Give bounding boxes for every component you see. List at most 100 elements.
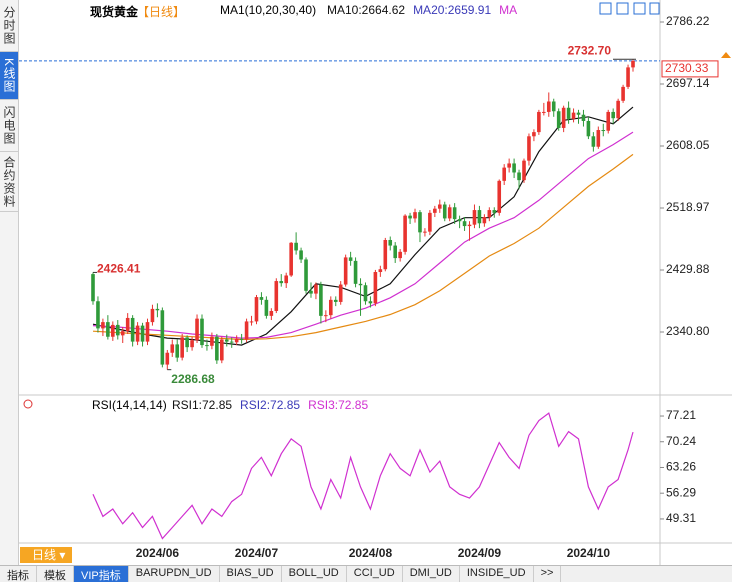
candle-body <box>423 231 427 233</box>
candle-body <box>378 269 383 273</box>
candle-body <box>512 163 516 173</box>
candle-body <box>368 301 373 304</box>
candle-body <box>115 324 120 336</box>
price-arrow <box>721 52 731 58</box>
candle-body <box>249 321 254 323</box>
period-button[interactable]: 日线 ▾ <box>20 547 72 563</box>
candle-body <box>215 336 219 361</box>
candle-body <box>106 322 110 337</box>
candle-body <box>437 204 442 209</box>
candle-body <box>551 101 556 112</box>
bottom-tab[interactable]: CCI_UD <box>347 566 403 582</box>
candle-body <box>601 130 606 132</box>
candle-body <box>408 215 412 219</box>
x-tick-label: 2024/06 <box>136 546 180 560</box>
bottom-tab[interactable]: BOLL_UD <box>282 566 347 582</box>
candle-body <box>482 217 487 224</box>
candle-body <box>447 207 452 219</box>
candle-body <box>165 352 170 365</box>
candle-body <box>175 344 180 358</box>
side-tab[interactable]: 合约资料 <box>0 152 18 212</box>
toolbar-icons[interactable] <box>599 2 660 15</box>
side-tab[interactable]: K线图 <box>0 52 18 100</box>
candle-body <box>101 322 105 329</box>
candle-body <box>428 212 432 232</box>
side-tab[interactable]: 分时图 <box>0 0 18 52</box>
candle-body <box>388 239 393 246</box>
candle-body <box>591 136 596 147</box>
candle-body <box>220 339 224 361</box>
x-tick-label: 2024/09 <box>458 546 502 560</box>
candle-body <box>487 210 492 218</box>
candle-body <box>631 60 635 68</box>
candle-body <box>586 120 591 137</box>
candle-body <box>284 275 289 284</box>
candle-body <box>462 221 467 227</box>
candle-body <box>279 281 284 284</box>
candle-body <box>180 337 184 358</box>
candle-body <box>497 180 502 213</box>
y-tick-label: 2608.05 <box>666 138 710 152</box>
candle-body <box>358 283 363 286</box>
candle-body <box>373 272 378 304</box>
bottom-tab[interactable]: VIP指标 <box>74 566 129 582</box>
candle-body <box>229 341 234 343</box>
bottom-tab[interactable]: DMI_UD <box>403 566 460 582</box>
period: 【日线】 <box>137 5 186 19</box>
last-price-label: 2730.33 <box>665 61 709 75</box>
candle-body <box>294 242 298 251</box>
settings-icon[interactable] <box>23 399 33 409</box>
candle-body <box>477 210 482 224</box>
bottom-tab[interactable]: BARUPDN_UD <box>129 566 220 582</box>
candle-body <box>210 336 214 346</box>
candle-body <box>343 257 348 285</box>
bottom-tab[interactable]: BIAS_UD <box>220 566 282 582</box>
candle-body <box>537 111 541 133</box>
indicator-line <box>92 131 634 339</box>
side-tab[interactable]: 闪电图 <box>0 100 18 152</box>
candle-body <box>200 318 204 346</box>
candle-body <box>398 251 402 259</box>
candle-body <box>299 250 303 260</box>
candle-body <box>185 337 189 348</box>
annotation: 2426.41 <box>97 262 141 276</box>
indicator-value: MA20:2659.91 <box>413 3 492 17</box>
candle-body <box>561 107 566 128</box>
candle-body <box>234 338 239 343</box>
annotation: 2286.68 <box>171 372 215 386</box>
y-tick-label: 2518.97 <box>666 200 710 214</box>
x-tick-label: 2024/07 <box>235 546 279 560</box>
candle-body <box>566 107 571 119</box>
candle-body <box>413 212 417 219</box>
candle-body <box>502 167 506 181</box>
candle-body <box>626 67 630 87</box>
candle-body <box>145 322 150 342</box>
indicator-value: MA <box>499 3 518 17</box>
bottom-tab[interactable]: >> <box>534 566 562 582</box>
candle-body <box>111 324 115 337</box>
candle-body <box>527 136 531 161</box>
candle-body <box>195 318 199 341</box>
y-tick-label: 77.21 <box>666 408 696 422</box>
candle-body <box>353 260 358 284</box>
bottom-tab[interactable]: INSIDE_UD <box>460 566 534 582</box>
candle-body <box>606 111 611 131</box>
candle-body <box>467 224 472 227</box>
indicator-value: RSI3:72.85 <box>308 398 369 412</box>
period-text: 日线 <box>32 548 57 562</box>
candle-body <box>517 172 521 181</box>
bottom-tab[interactable]: 模板 <box>37 566 74 582</box>
y-tick-label: 49.31 <box>666 511 696 525</box>
candle-body <box>363 285 368 302</box>
indicator-line <box>92 412 634 540</box>
candle-body <box>170 344 175 353</box>
bottom-tab[interactable]: 指标 <box>0 566 37 582</box>
candle-body <box>304 259 308 291</box>
candle-body <box>546 101 551 112</box>
candle-body <box>328 299 333 316</box>
candle-body <box>532 132 536 137</box>
candle-body <box>348 257 353 261</box>
candle-body <box>556 111 561 128</box>
candle-body <box>135 325 140 342</box>
